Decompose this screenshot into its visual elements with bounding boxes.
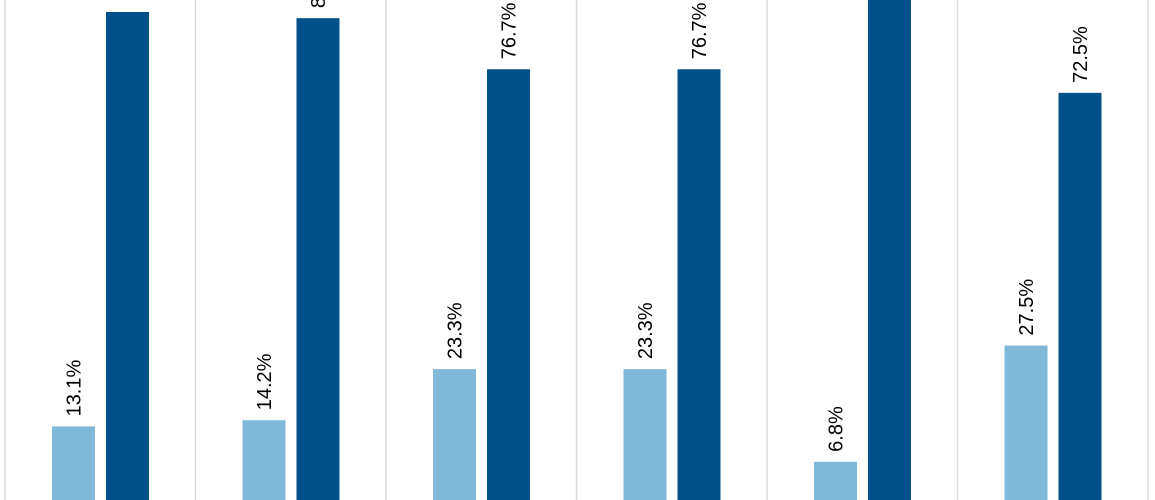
data-labels-layer: 13.1% 14.2% 23.3% 23.3% 6.8% 27.5% 85.8% 76.7% 7… <box>64 0 1093 452</box>
data-label-series2-3: 76.7% <box>499 2 521 59</box>
bar-series2-5 <box>868 0 911 500</box>
group-separators <box>4 0 1149 500</box>
bar-series2-2 <box>296 18 340 500</box>
bar-series2-1 <box>106 12 149 500</box>
data-label-series1-5: 6.8% <box>826 406 848 452</box>
bar-series2-6 <box>1058 92 1102 500</box>
bar-series1-2 <box>242 420 286 500</box>
bars-layer <box>52 0 1102 500</box>
data-label-series2-4: 76.7% <box>689 2 711 59</box>
bar-series1-3 <box>433 369 476 500</box>
data-label-series1-4: 23.3% <box>635 302 657 359</box>
data-label-series1-6: 27.5% <box>1016 279 1038 336</box>
bar-series1-4 <box>623 369 667 500</box>
data-label-series1-2: 14.2% <box>254 353 276 410</box>
bar-series2-4 <box>677 69 721 500</box>
bar-series2-3 <box>487 69 530 500</box>
bar-series1-1 <box>52 426 95 500</box>
data-label-series2-6: 72.5% <box>1070 26 1092 83</box>
data-label-series2-2: 85.8% <box>308 0 330 8</box>
data-label-series1-1: 13.1% <box>64 360 86 417</box>
bar-series1-6 <box>1004 345 1048 500</box>
data-label-series1-3: 23.3% <box>445 302 467 359</box>
bar-series1-5 <box>814 461 857 500</box>
